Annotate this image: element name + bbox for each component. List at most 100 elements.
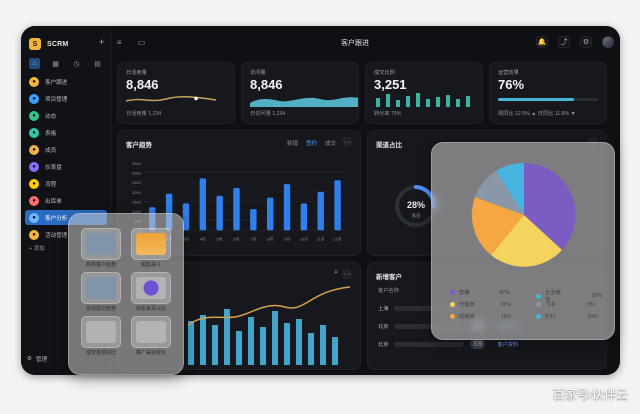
pie-overlay: 直播 47% 企业微信 20% 代理商 32% 飞书 9% 短视频 15% 钉钉 10% [431,142,615,340]
legend-swatch [450,302,455,307]
sidebar-item-7[interactable]: ● 流程 [25,176,107,191]
table-row[interactable]: 北京 已签 客户资料 [378,337,596,351]
legend-item: 短视频 15% [450,313,511,320]
settings-icon[interactable]: ⚙ [580,36,592,48]
more-icon[interactable]: ··· [342,269,352,279]
sidebar-item-5[interactable]: ● 成员 [25,142,107,157]
manage-label: 管理 [36,357,48,363]
hamburger-icon[interactable]: ≡ [117,38,122,47]
bar [317,191,324,231]
kpi-foot: 周同比 12.5% ▲ 日同比 11.8% ▼ [498,111,576,117]
template-preview [86,233,116,255]
chart-icon[interactable]: ▤ [94,60,101,68]
kpi-label: 成交比例 [374,70,395,76]
item-icon: ● [29,161,39,172]
template-label: 成交金额对比 [85,350,116,356]
legend-swatch [450,314,455,319]
layout-icon[interactable]: ▭ [137,38,146,47]
pie-chart [471,162,576,267]
x-tick-label: 4月 [200,236,206,241]
clock-icon[interactable]: ◷ [73,60,80,68]
search-icon[interactable]: ⌕ [334,269,338,276]
add-menu-item[interactable]: + 添加 [29,244,111,252]
template-total-trend[interactable] [81,272,121,304]
y-tick-label: 2000 [132,190,142,195]
sidebar-item-3[interactable]: ● 动态 [25,108,107,123]
sidebar-item-1[interactable]: ● 客户跟进 [25,74,107,89]
item-icon: ● [29,212,39,223]
card-title: 客户趋势 [126,142,152,149]
share-icon[interactable]: ⤴ [558,36,570,48]
kpi-value: 3,251 [374,77,407,92]
manage-button[interactable]: ⚙ 管理 [27,355,47,363]
redacted [394,305,455,311]
bar [300,203,308,231]
topbar-right: 🔔 ⤴ ⚙ [536,36,614,48]
donut-value: 28% [407,200,425,210]
redacted [394,341,465,347]
x-tick-label: 8月 [267,236,273,241]
bar [233,187,240,231]
customer-link[interactable]: 客户资料 [497,341,519,348]
add-icon[interactable]: + [99,37,105,47]
home-icon[interactable]: ⌂ [29,58,40,69]
legend-swatch [450,290,455,295]
template-preview [86,321,116,343]
legend-item: 代理商 32% [450,301,511,308]
tab-new[interactable]: 新增 [286,141,298,147]
table-row[interactable]: 上海 [378,301,596,315]
tab-signed[interactable]: 签约 [305,141,317,147]
template-channel-conversion[interactable] [131,316,171,348]
trend-tabs: 新增 签约 成交 [287,139,336,147]
sidebar-item-label: 仪表盘 [45,164,62,171]
bar [334,180,341,231]
redacted [394,323,465,329]
bar [283,184,291,231]
x-tick-label: 12月 [333,236,341,241]
avatar[interactable] [602,36,614,48]
template-new-customers[interactable] [81,228,121,260]
x-tick-label: 7月 [250,236,256,241]
template-preview [136,277,166,299]
bell-icon[interactable]: 🔔 [536,36,548,48]
y-tick-label: 3000 [132,171,142,176]
kpi-foot: 日访问量 1,234 [250,111,286,117]
sidebar-item-label: 客户分析 [45,215,68,222]
y-tick-label: 2500 [132,180,142,185]
more-icon[interactable]: ··· [342,137,352,147]
sidebar-menu: ● 客户跟进 ● 项目管理 ● 动态 ● 表格 ● 成员 ● 仪表盘 ● 流程 ● 出库单 ● 客… [21,72,111,252]
sidebar-item-8[interactable]: ● 出库单 [25,193,107,208]
kpi-sparkline [126,96,217,102]
sidebar-item-6[interactable]: ● 仪表盘 [25,159,107,174]
sidebar-item-label: 动态 [45,113,57,120]
sidebar-item-10[interactable]: ● 活动管理 [25,227,107,242]
kpi-row: 日活用量 8,846 日活用量 1,234 访问量 8,846 日访问量 1,2… [117,62,607,124]
item-icon: ● [29,229,39,240]
legend-pct: 10% [587,313,598,320]
kpi-bars [376,93,470,107]
item-icon: ● [29,144,39,155]
sidebar-item-4[interactable]: ● 表格 [25,125,107,140]
template-amount-compare[interactable] [81,316,121,348]
cell-name: 上海 [378,305,389,312]
item-icon: ● [29,195,39,206]
grid-icon[interactable]: ▦ [52,60,59,68]
sidebar-item-2[interactable]: ● 项目管理 [25,91,107,106]
legend-item: 直播 47% [450,289,510,296]
donut-label: 总览 [412,212,421,219]
topbar-left: ≡ ▭ [117,38,145,47]
x-tick-label: 9月 [284,236,290,241]
sidebar-item-label: 表格 [45,130,57,137]
legend-name: 钉钉 [545,314,556,320]
sidebar-item-label: 项目管理 [45,96,68,103]
lower-combo-chart [187,286,351,365]
tab-deal[interactable]: 成交 [324,141,336,147]
legend-name: 短视频 [459,314,475,320]
legend-pct: 47% [499,289,510,296]
add-label: 添加 [33,246,45,252]
kpi-progress-fill [498,98,574,101]
template-source-share[interactable] [131,272,171,304]
legend-name: 企业微信 [544,290,561,303]
template-funnel[interactable] [131,228,171,260]
sidebar-item-label: 客户跟进 [45,79,68,86]
